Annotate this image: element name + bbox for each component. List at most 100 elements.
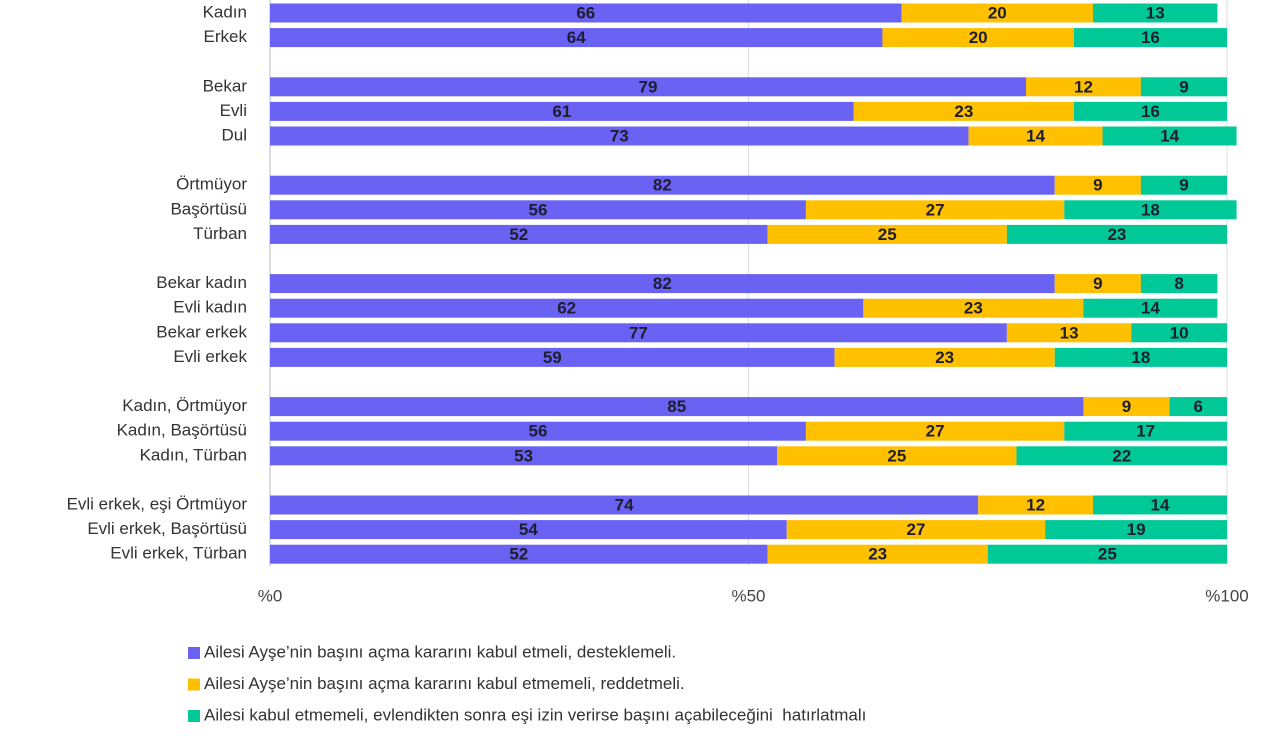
bar-segment [834, 347, 1055, 367]
category-label: Kadın, Örtmüyor [122, 396, 247, 415]
category-label: Dul [221, 125, 247, 144]
value-label: 19 [1127, 520, 1146, 539]
category-label: Erkek [204, 27, 248, 46]
value-label: 59 [543, 348, 562, 367]
value-label: 25 [887, 446, 906, 465]
bar-segment [1054, 274, 1141, 294]
value-label: 27 [907, 520, 926, 539]
bar-segment [786, 520, 1046, 540]
value-label: 27 [926, 422, 945, 441]
bar-segment [270, 224, 768, 244]
bar-segment [805, 200, 1065, 220]
value-label: 20 [988, 3, 1007, 22]
bar-segment [1006, 323, 1132, 343]
bar-segment [270, 298, 864, 318]
value-label: 9 [1179, 176, 1188, 195]
value-label: 20 [969, 28, 988, 47]
bar-segment [270, 520, 787, 540]
value-label: 10 [1170, 323, 1189, 342]
bar-segment [882, 28, 1074, 48]
category-label: Evli erkek, eşi Örtmüyor [67, 494, 248, 513]
bar-segment [978, 495, 1094, 515]
value-label: 85 [667, 397, 686, 416]
category-label: Evli erkek [173, 347, 247, 366]
x-tick-label: %100 [1205, 586, 1248, 605]
category-label: Türban [193, 224, 247, 243]
bar-segment [270, 200, 806, 220]
bar-segment [1093, 495, 1227, 515]
value-label: 9 [1179, 77, 1188, 96]
bar-segment [767, 544, 988, 564]
value-label: 66 [576, 3, 595, 22]
bar-segment [270, 77, 1027, 97]
bar-segment [1064, 200, 1237, 220]
legend-label: Ailesi kabul etmemeli, evlendikten sonra… [204, 705, 866, 724]
value-label: 13 [1146, 3, 1165, 22]
bar-segment [1006, 224, 1227, 244]
bar-segment [1131, 323, 1227, 343]
value-label: 25 [1098, 545, 1117, 564]
legend-swatch [188, 678, 200, 691]
value-label: 53 [514, 446, 533, 465]
category-label: Evli [220, 101, 247, 120]
legend-swatch [188, 710, 200, 722]
value-label: 23 [964, 299, 983, 318]
bar-segment [270, 3, 902, 23]
legend-label: Ailesi Ayşe’nin başını açma kararını kab… [204, 642, 676, 661]
bar-segment [1045, 520, 1227, 540]
bar-segment [777, 446, 1017, 466]
value-label: 12 [1074, 77, 1093, 96]
value-label: 14 [1141, 299, 1160, 318]
value-label: 82 [653, 176, 672, 195]
value-label: 22 [1112, 446, 1131, 465]
bar-segment [270, 175, 1055, 195]
bar-segment [270, 421, 806, 441]
value-label: 27 [926, 200, 945, 219]
legend-label: Ailesi Ayşe’nin başını açma kararını kab… [204, 674, 685, 693]
category-label: Bekar kadın [156, 273, 247, 292]
category-label: Evli kadın [173, 298, 247, 317]
bar-segment [270, 446, 778, 466]
value-label: 9 [1093, 274, 1102, 293]
value-label: 77 [629, 323, 648, 342]
value-label: 14 [1151, 495, 1170, 514]
value-label: 62 [557, 299, 576, 318]
value-label: 52 [509, 545, 528, 564]
bar-segment [1102, 126, 1237, 146]
value-label: 23 [868, 545, 887, 564]
legend-swatch [188, 647, 200, 659]
value-label: 82 [653, 274, 672, 293]
value-label: 13 [1060, 323, 1079, 342]
bar-segment [1073, 28, 1227, 48]
value-label: 56 [528, 422, 547, 441]
category-label: Bekar [203, 76, 248, 95]
value-label: 61 [552, 102, 571, 121]
category-label: Evli erkek, Başörtüsü [87, 519, 247, 538]
x-tick-label: %0 [258, 586, 283, 605]
bar-segment [1073, 101, 1227, 121]
bar-segment [1083, 397, 1170, 417]
bar-segment [1026, 77, 1141, 97]
value-label: 12 [1026, 495, 1045, 514]
category-label: Kadın, Türban [140, 445, 247, 464]
bar-segment [270, 126, 969, 146]
bar-segment [968, 126, 1103, 146]
bar-segment [863, 298, 1084, 318]
value-label: 16 [1141, 28, 1160, 47]
x-tick-label: %50 [731, 586, 765, 605]
bar-segment [270, 544, 768, 564]
bar-segment [270, 347, 835, 367]
value-label: 52 [509, 225, 528, 244]
value-label: 23 [954, 102, 973, 121]
bar-segment [270, 495, 979, 515]
value-label: 9 [1122, 397, 1131, 416]
bar-segment [270, 323, 1007, 343]
value-label: 56 [528, 200, 547, 219]
value-label: 6 [1194, 397, 1203, 416]
value-label: 16 [1141, 102, 1160, 121]
bar-segment [767, 224, 1007, 244]
value-label: 14 [1026, 126, 1045, 145]
bar-segment [853, 101, 1074, 121]
bar-segment [1140, 77, 1227, 97]
